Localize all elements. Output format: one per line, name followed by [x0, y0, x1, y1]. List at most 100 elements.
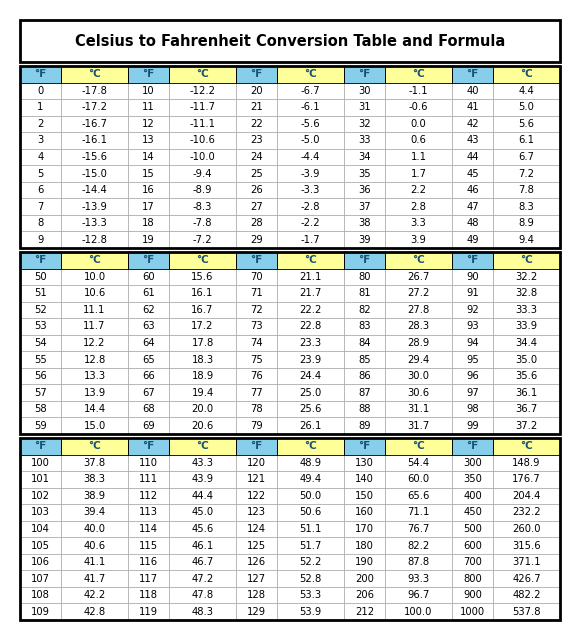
Bar: [169, 455, 236, 471]
Bar: [236, 302, 277, 318]
Bar: [344, 252, 385, 268]
Bar: [385, 368, 452, 384]
Bar: [277, 252, 344, 268]
Bar: [236, 570, 277, 587]
Bar: [169, 471, 236, 488]
Bar: [169, 285, 236, 302]
Text: 18.3: 18.3: [191, 355, 213, 365]
Text: 111: 111: [139, 474, 158, 484]
Bar: [344, 302, 385, 318]
Text: -4.4: -4.4: [301, 152, 320, 162]
Bar: [128, 66, 169, 83]
Text: 34: 34: [358, 152, 371, 162]
Text: °F: °F: [251, 441, 263, 451]
Bar: [277, 438, 344, 455]
Bar: [385, 66, 452, 83]
Bar: [169, 132, 236, 149]
Bar: [236, 368, 277, 384]
Bar: [493, 252, 560, 268]
Bar: [61, 285, 128, 302]
Bar: [493, 401, 560, 418]
Text: 35.6: 35.6: [516, 371, 538, 381]
Text: 0: 0: [37, 86, 43, 96]
Bar: [344, 537, 385, 554]
Bar: [169, 368, 236, 384]
Text: 2: 2: [37, 119, 43, 129]
Text: 96: 96: [466, 371, 479, 381]
Bar: [385, 252, 452, 268]
Text: °F: °F: [466, 255, 478, 265]
Bar: [169, 570, 236, 587]
Text: 62: 62: [142, 305, 155, 315]
Bar: [61, 418, 128, 434]
Text: 100.0: 100.0: [404, 607, 433, 617]
Text: 26.1: 26.1: [299, 421, 322, 431]
Bar: [344, 318, 385, 335]
Text: 206: 206: [355, 590, 374, 600]
Text: 9: 9: [37, 235, 43, 244]
Text: 31.1: 31.1: [407, 404, 430, 414]
Text: 34.4: 34.4: [516, 338, 538, 348]
Bar: [493, 231, 560, 248]
Text: 102: 102: [31, 491, 50, 501]
Bar: [128, 318, 169, 335]
Bar: [61, 215, 128, 231]
Bar: [169, 418, 236, 434]
Bar: [169, 318, 236, 335]
Bar: [277, 384, 344, 401]
Bar: [385, 215, 452, 231]
Bar: [385, 471, 452, 488]
Text: 101: 101: [31, 474, 50, 484]
Text: 94: 94: [466, 338, 479, 348]
Text: 79: 79: [250, 421, 263, 431]
Text: -16.7: -16.7: [82, 119, 107, 129]
Bar: [61, 231, 128, 248]
Bar: [493, 132, 560, 149]
Text: 12.8: 12.8: [84, 355, 106, 365]
Bar: [344, 335, 385, 352]
Text: 43: 43: [466, 135, 478, 146]
Text: °F: °F: [466, 69, 478, 79]
Text: 50.6: 50.6: [299, 507, 322, 517]
Bar: [236, 438, 277, 455]
Bar: [169, 198, 236, 215]
Bar: [128, 268, 169, 285]
Text: °F: °F: [143, 441, 155, 451]
Text: 91: 91: [466, 289, 479, 299]
Text: 21: 21: [250, 102, 263, 112]
Bar: [128, 604, 169, 620]
Bar: [20, 182, 61, 198]
Text: °F: °F: [143, 255, 155, 265]
Text: 160: 160: [355, 507, 374, 517]
Bar: [128, 285, 169, 302]
Text: -14.4: -14.4: [82, 185, 107, 195]
Bar: [452, 438, 493, 455]
Bar: [344, 438, 385, 455]
Text: 1000: 1000: [460, 607, 485, 617]
Text: 124: 124: [247, 524, 266, 534]
Bar: [20, 418, 61, 434]
Bar: [61, 455, 128, 471]
Bar: [452, 438, 493, 455]
Text: 66: 66: [142, 371, 155, 381]
Bar: [128, 521, 169, 537]
Bar: [344, 132, 385, 149]
Bar: [236, 521, 277, 537]
Bar: [452, 165, 493, 182]
Bar: [169, 504, 236, 521]
Text: 170: 170: [355, 524, 374, 534]
Text: 10.0: 10.0: [84, 272, 106, 282]
Bar: [493, 504, 560, 521]
Text: 100: 100: [31, 458, 50, 468]
Text: 0.6: 0.6: [411, 135, 426, 146]
Text: °C: °C: [88, 255, 101, 265]
Bar: [236, 231, 277, 248]
Text: 120: 120: [247, 458, 266, 468]
Text: -1.7: -1.7: [300, 235, 320, 244]
Bar: [236, 318, 277, 335]
Bar: [344, 455, 385, 471]
Text: 10: 10: [142, 86, 155, 96]
Bar: [20, 604, 61, 620]
Bar: [236, 401, 277, 418]
Text: -13.3: -13.3: [82, 218, 107, 228]
